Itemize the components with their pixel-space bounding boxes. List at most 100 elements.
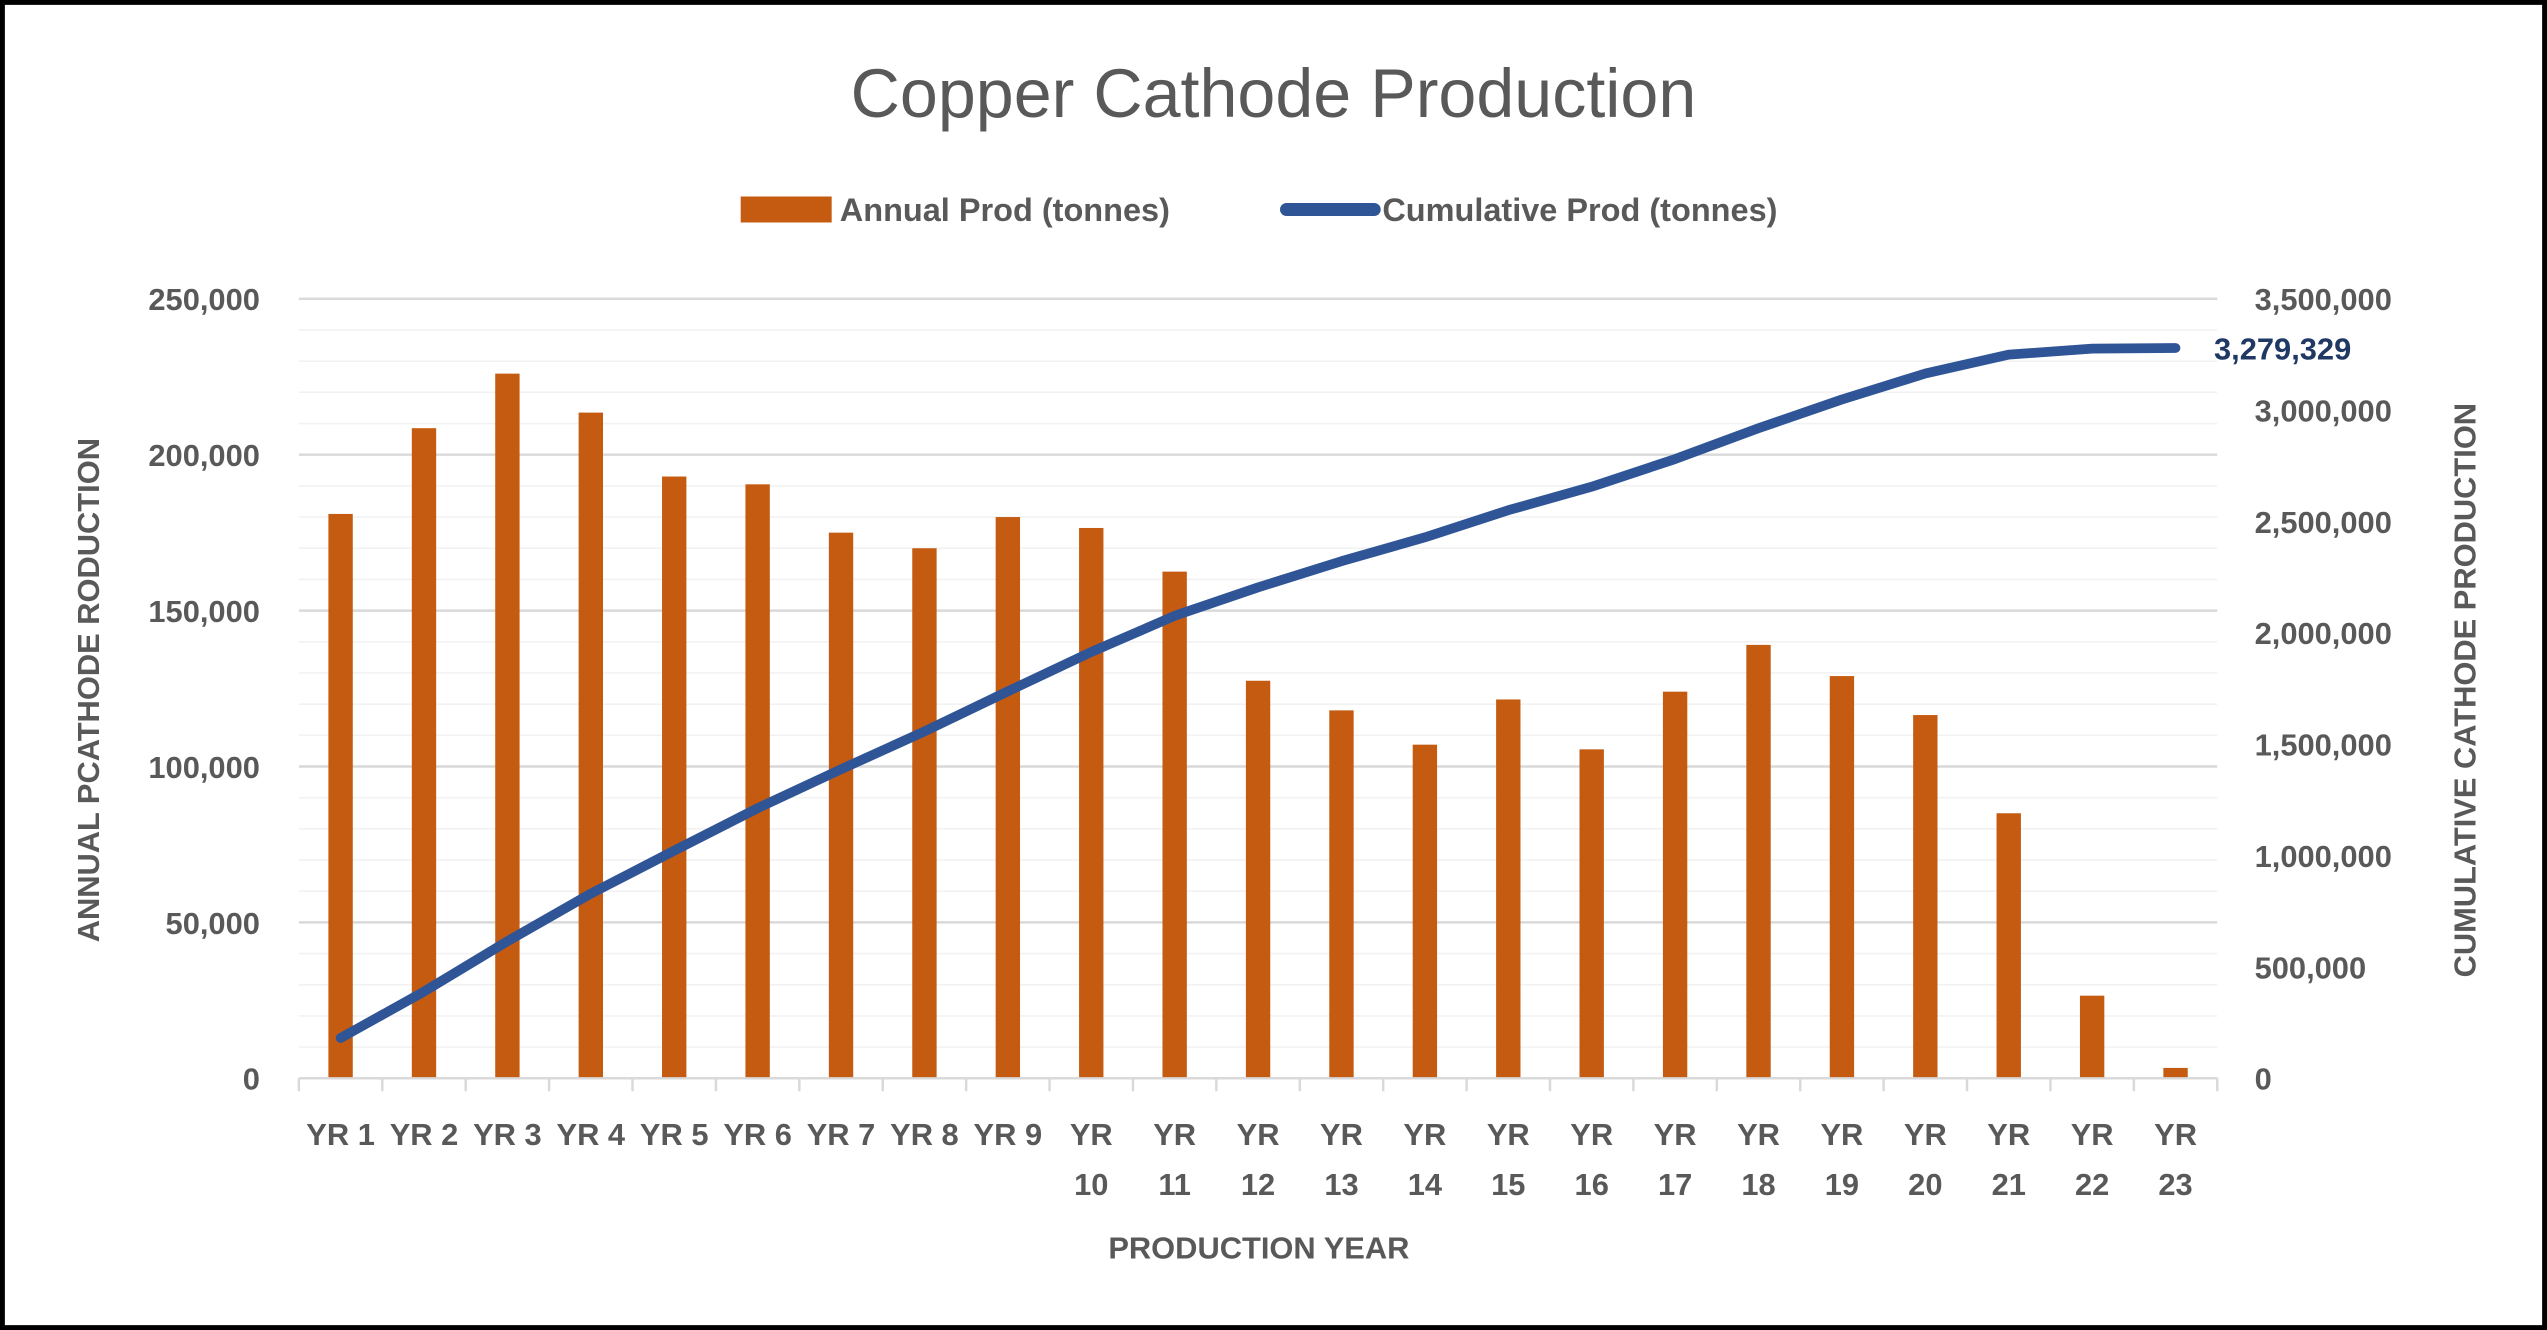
x-tick-label: YR 11: [1153, 1117, 1196, 1202]
y2-tick-label: 1,500,000: [2255, 728, 2392, 763]
x-tick-label-line: YR: [1237, 1117, 1280, 1152]
x-tick-label: YR 14: [1403, 1117, 1446, 1202]
x-tick-label: YR 19: [1820, 1117, 1863, 1202]
bar-annual: [1746, 644, 1771, 1079]
x-tick-label-line: YR: [1320, 1117, 1363, 1152]
x-tick-label: YR 17: [1654, 1117, 1697, 1202]
x-tick-label: YR 23: [2154, 1117, 2197, 1202]
bar-annual: [1913, 715, 1938, 1079]
x-tick-label-line: 10: [1074, 1167, 1108, 1202]
y-tick-label: 50,000: [166, 906, 260, 941]
x-tick-label: YR 1: [306, 1117, 375, 1152]
x-tick-label-line: 18: [1741, 1167, 1775, 1202]
x-tick-label-line: 12: [1241, 1167, 1275, 1202]
x-tick-label: YR 20: [1904, 1117, 1947, 1202]
bar-annual: [1329, 710, 1354, 1079]
x-tick-label-line: YR: [1904, 1117, 1947, 1152]
x-tick-label: YR 7: [807, 1117, 876, 1152]
y2-tick-label: 500,000: [2255, 950, 2367, 985]
bar-annual: [495, 373, 520, 1079]
x-tick-label: YR 12: [1237, 1117, 1280, 1202]
x-tick-label: YR 18: [1737, 1117, 1780, 1202]
bar-annual: [2163, 1067, 2188, 1079]
bar-annual: [1662, 691, 1688, 1079]
x-tick-label: YR 4: [557, 1117, 626, 1152]
x-tick-label: YR 9: [974, 1117, 1043, 1152]
x-tick-label-line: 11: [1158, 1167, 1191, 1202]
x-tick-label: YR 15: [1487, 1117, 1530, 1202]
y2-tick-label: 2,000,000: [2255, 616, 2392, 651]
x-tick-label: YR 8: [890, 1117, 959, 1152]
y-tick-label: 250,000: [148, 282, 260, 317]
x-tick-label: YR 10: [1070, 1117, 1113, 1202]
y-tick-label: 0: [243, 1062, 260, 1097]
bar-annual: [411, 428, 437, 1079]
bar-annual: [1496, 699, 1521, 1079]
bar-annual: [828, 532, 854, 1079]
bars: [328, 373, 2188, 1079]
x-axis: YR 1 YR 2 YR 3 YR 4 YR 5 YR 6 YR 7 YR 8 YR 9 YR 10…: [297, 1077, 2219, 1202]
x-axis-title: PRODUCTION YEAR: [1108, 1231, 1409, 1266]
bar-annual: [912, 548, 937, 1079]
x-tick-label-line: YR: [1737, 1117, 1780, 1152]
x-tick-label-line: 16: [1575, 1167, 1609, 1202]
x-tick-label-line: YR: [1654, 1117, 1697, 1152]
bar-annual: [2079, 995, 2105, 1079]
x-tick-label: YR 3: [473, 1117, 542, 1152]
x-tick-label-line: YR: [1987, 1117, 2030, 1152]
chart-title: Copper Cathode Production: [851, 56, 1697, 132]
x-tick-label-line: YR: [1403, 1117, 1446, 1152]
legend: Annual Prod (tonnes) Cumulative Prod (to…: [740, 192, 1777, 228]
bar-annual: [578, 412, 603, 1079]
x-tick-label-line: 21: [1992, 1167, 2026, 1202]
cumulative-end-label: 3,279,329: [2214, 331, 2351, 366]
cumulative-line: [335, 343, 2181, 1043]
x-tick-label-line: YR: [1487, 1117, 1530, 1152]
x-tick-label: YR 22: [2071, 1117, 2114, 1202]
bar-annual: [745, 484, 770, 1079]
bar-annual: [328, 513, 353, 1079]
bar-annual: [662, 476, 687, 1079]
x-tick-label-line: 13: [1324, 1167, 1358, 1202]
bar-annual: [1162, 571, 1187, 1079]
x-tick-label-line: YR: [1070, 1117, 1113, 1152]
bar-annual: [1579, 749, 1604, 1079]
bar-annual: [995, 517, 1021, 1079]
x-tick-label-line: 20: [1908, 1167, 1942, 1202]
y-axis-title: ANNUAL PCATHODE RODUCTION: [71, 438, 106, 942]
bar-annual: [1829, 676, 1855, 1079]
y2-tick-label: 3,000,000: [2255, 394, 2392, 429]
x-tick-label: YR 2: [390, 1117, 459, 1152]
y2-tick-label: 2,500,000: [2255, 505, 2392, 540]
x-tick-label-line: 19: [1825, 1167, 1859, 1202]
x-tick-label-line: 17: [1658, 1167, 1692, 1202]
y2-tick-label: 1,000,000: [2255, 839, 2392, 874]
x-tick-label-line: 23: [2158, 1167, 2192, 1202]
x-tick-label: YR 13: [1320, 1117, 1363, 1202]
y-tick-label: 150,000: [148, 594, 260, 629]
x-tick-label-line: 14: [1408, 1167, 1442, 1202]
x-tick-label-line: 15: [1491, 1167, 1525, 1202]
bar-annual: [1412, 744, 1438, 1079]
x-tick-label: YR 16: [1570, 1117, 1613, 1202]
y2-tick-label: 0: [2255, 1062, 2272, 1097]
y2-axis-title: CUMULATIVE CATHODE PRODUCTION: [2448, 403, 2483, 978]
y-axis-right: 0 500,000 1,000,000 1,500,000 2,000,000 2,500…: [2255, 282, 2392, 1096]
x-tick-label: YR 6: [723, 1117, 792, 1152]
legend-label-cumulative: Cumulative Prod (tonnes): [1382, 192, 1777, 228]
x-tick-label: YR 21: [1987, 1117, 2030, 1202]
x-tick-label-line: YR: [1153, 1117, 1196, 1152]
x-tick-label-line: YR: [2154, 1117, 2197, 1152]
bar-annual: [1996, 813, 2021, 1079]
legend-bar-swatch: [740, 196, 832, 223]
x-tick-label-line: YR: [1570, 1117, 1613, 1152]
y-axis-left: 0 50,000 100,000 150,000 200,000 250,000: [148, 282, 260, 1096]
y-tick-label: 100,000: [148, 750, 260, 785]
bar-annual: [1245, 680, 1271, 1079]
x-tick-label-line: YR: [2071, 1117, 2114, 1152]
x-tick-label: YR 5: [640, 1117, 709, 1152]
x-tick-label-line: YR: [1820, 1117, 1863, 1152]
x-tick-label-line: 22: [2075, 1167, 2109, 1202]
legend-label-annual: Annual Prod (tonnes): [840, 192, 1170, 228]
